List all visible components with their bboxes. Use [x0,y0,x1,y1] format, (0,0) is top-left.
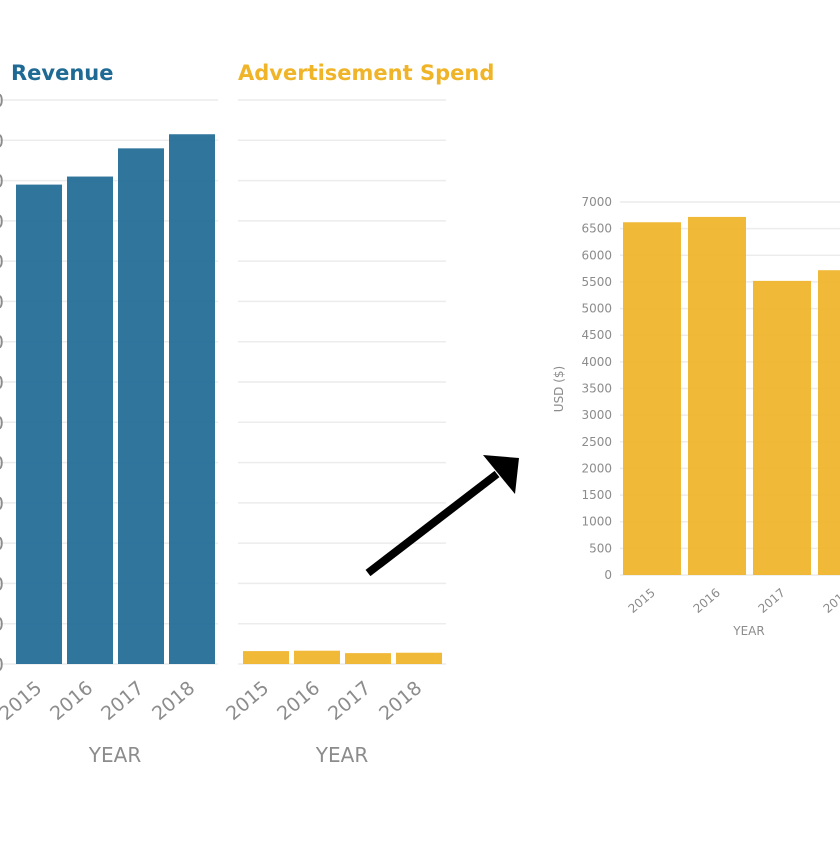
bar-2015 [243,651,289,664]
x-tick-label: 2017 [324,677,375,725]
zoom-x-axis-label: YEAR [732,624,764,638]
y-tick-label: 1000 [581,515,612,529]
x-tick-label: 2016 [273,677,324,725]
y-tick-label: 4000 [581,355,612,369]
y-tick-label: 0 [0,654,4,676]
y-tick-label: 5000 [581,302,612,316]
y-tick-label: 70,000 [0,372,4,394]
y-tick-label: 40,000 [0,493,4,515]
y-tick-label: 2500 [581,435,612,449]
y-tick-label: 130,000 [0,130,4,152]
x-tick-label: 2018 [821,586,840,616]
y-tick-label: 1500 [581,488,612,502]
x-tick-label: 2015 [626,586,658,616]
y-tick-label: 10,000 [0,614,4,636]
x-tick-label: 2017 [756,586,788,616]
x-tick-label: 2018 [375,677,426,725]
revenue-title: Revenue [11,61,114,85]
bar-2016 [294,650,340,664]
zoom-arrow-icon [365,455,519,577]
x-tick-label: 2015 [222,677,273,725]
y-tick-label: 2000 [581,461,612,475]
y-tick-label: 120,000 [0,171,4,193]
bar-2018 [169,134,215,664]
bar-2017 [118,148,164,665]
bar-2015 [623,222,681,575]
bar-2017 [345,653,391,664]
ad-spend-title: Advertisement Spend [238,61,494,85]
ad-spend-chart: Advertisement Spend 2015 2016 2017 2018 YEA… [222,61,494,767]
bar-2016 [67,176,113,665]
bar-2015 [16,184,62,664]
y-tick-label: 500 [589,541,612,555]
ad-spend-x-axis-label: YEAR [315,743,369,767]
y-tick-label: 100,000 [0,251,4,273]
y-tick-label: 110,000 [0,211,4,233]
y-tick-label: 90,000 [0,291,4,313]
y-tick-label: 60,000 [0,412,4,434]
y-tick-label: 7000 [581,195,612,209]
y-tick-label: 3500 [581,382,612,396]
x-tick-label: 2016 [46,677,97,725]
y-tick-label: 80,000 [0,332,4,354]
x-tick-label: 2017 [97,677,148,725]
x-tick-label: 2018 [148,677,199,725]
y-tick-label: 50,000 [0,453,4,475]
bar-2018 [818,270,840,575]
y-tick-label: 140,000 [0,90,4,112]
y-tick-label: 6500 [581,222,612,236]
bar-2017 [753,280,811,575]
zoom-y-axis-label: USD ($) [552,366,566,412]
x-tick-label: 2015 [0,677,46,725]
revenue-chart: Revenue 0 10,000 20,000 30,000 40,000 50,000 6… [0,61,218,767]
revenue-x-axis-label: YEAR [88,743,142,767]
y-tick-label: 30,000 [0,533,4,555]
y-tick-label: 6000 [581,248,612,262]
x-tick-label: 2016 [691,586,723,616]
y-tick-label: 20,000 [0,573,4,595]
y-tick-label: 4500 [581,328,612,342]
y-tick-label: 3000 [581,408,612,422]
bar-2018 [396,652,442,664]
y-tick-label: 5500 [581,275,612,289]
y-tick-label: 0 [604,568,612,582]
ad-spend-zoom-chart: 0 500 1000 1500 2000 2500 3000 3500 4000 4500 5000… [552,195,840,638]
bar-2016 [688,216,746,576]
